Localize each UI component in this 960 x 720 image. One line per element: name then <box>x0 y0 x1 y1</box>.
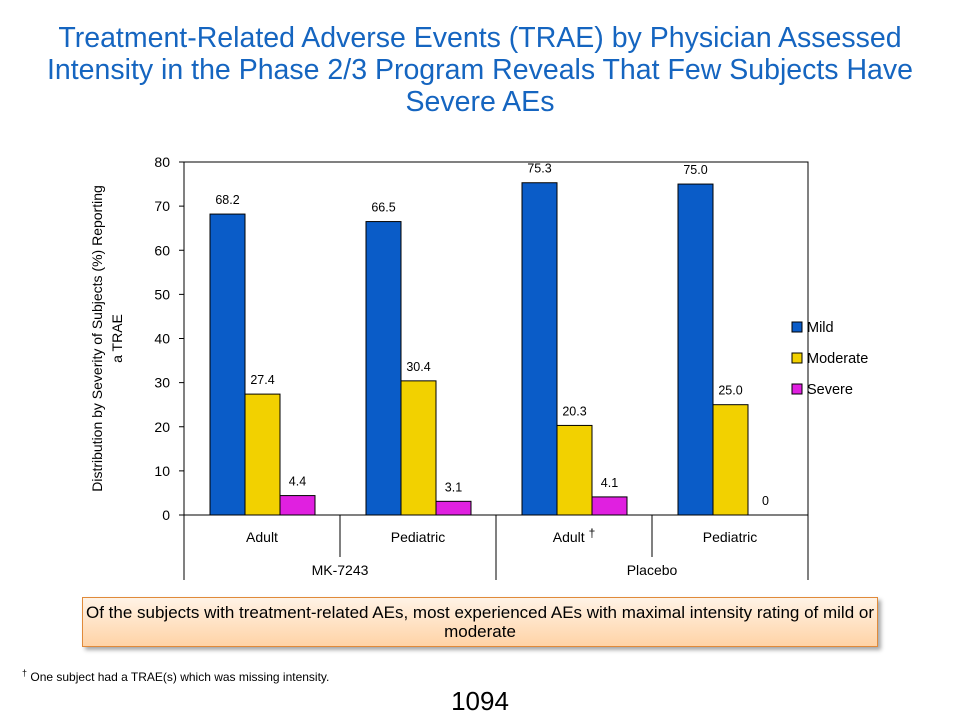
data-label: 4.4 <box>289 475 306 489</box>
y-tick-label: 70 <box>154 198 170 214</box>
y-tick-label: 30 <box>154 375 170 391</box>
y-tick-label: 60 <box>154 242 170 258</box>
bar-mild <box>521 182 558 516</box>
data-label: 66.5 <box>371 201 395 215</box>
data-label: 3.1 <box>445 480 462 494</box>
page-number: 1094 <box>451 686 509 716</box>
y-tick-label: 0 <box>162 507 170 523</box>
summary-callout: Of the subjects with treatment-related A… <box>82 597 878 647</box>
legend-label: Moderate <box>807 351 868 367</box>
data-label: 20.3 <box>562 404 586 418</box>
bar-severe <box>279 495 316 516</box>
footnote-mark: † <box>22 668 28 678</box>
page-title: Treatment-Related Adverse Events (TRAE) … <box>47 22 913 118</box>
bar-mild <box>209 213 246 516</box>
y-tick-label: 20 <box>154 419 170 435</box>
bar-chart: 0 10 20 30 40 50 60 70 80 Distribution by Severit… <box>89 154 868 580</box>
y-tick-label: 10 <box>154 463 170 479</box>
legend-label: Mild <box>807 320 834 336</box>
bar-moderate <box>400 380 437 516</box>
data-label: 25.0 <box>718 384 742 398</box>
category-label: Adult † <box>553 526 596 545</box>
y-tick-label: 80 <box>154 154 170 170</box>
bar-severe <box>591 496 628 516</box>
footnote: † One subject had a TRAE(s) which was mi… <box>22 668 329 684</box>
data-label: 4.1 <box>601 476 618 490</box>
bar-mild <box>677 183 714 516</box>
category-label: Pediatric <box>391 529 445 545</box>
data-label: 68.2 <box>215 193 239 207</box>
y-tick-label: 40 <box>154 331 170 347</box>
legend-swatch-mild <box>791 321 803 333</box>
footnote-text: One subject had a TRAE(s) which was miss… <box>30 670 330 684</box>
data-label: 0 <box>762 494 769 508</box>
category-label: Adult <box>246 529 278 545</box>
y-axis-label: a TRAE <box>109 314 125 363</box>
data-label: 75.0 <box>683 163 707 177</box>
data-label: 75.3 <box>527 162 551 176</box>
bar-mild <box>365 221 402 516</box>
data-label: 27.4 <box>250 373 274 387</box>
bar-moderate <box>712 404 749 516</box>
bar-severe <box>435 500 472 516</box>
y-tick-label: 50 <box>154 286 170 302</box>
legend-swatch-moderate <box>791 352 803 364</box>
group-label: Placebo <box>627 562 678 578</box>
bar-moderate <box>556 424 593 516</box>
legend-label: Severe <box>807 382 853 398</box>
legend-swatch-severe <box>791 383 803 395</box>
y-axis-label: Distribution by Severity of Subjects (%)… <box>89 185 105 492</box>
bar-moderate <box>244 393 281 516</box>
category-label: Pediatric <box>703 529 757 545</box>
data-label: 30.4 <box>406 360 430 374</box>
group-label: MK-7243 <box>312 562 369 578</box>
